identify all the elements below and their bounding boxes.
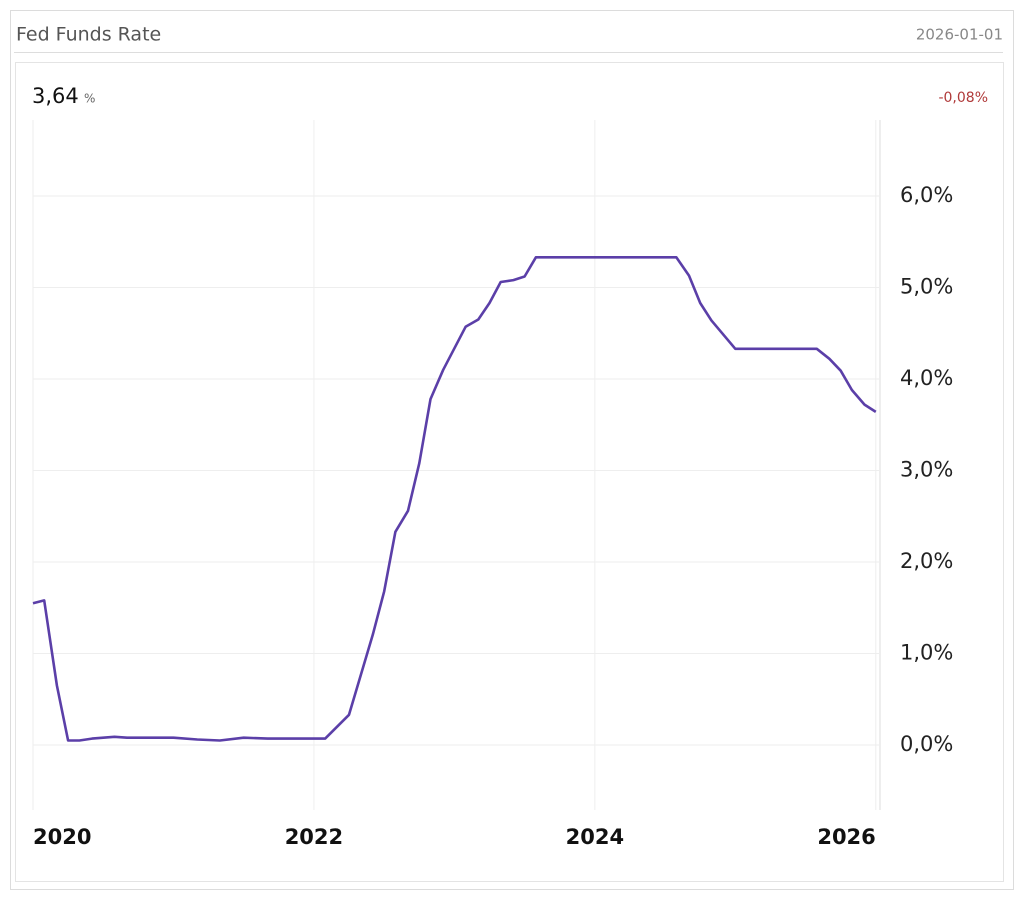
rate-line — [32, 256, 877, 742]
y-tick-label: 1,0% — [900, 641, 953, 665]
y-tick-label: 5,0% — [900, 274, 953, 298]
inner-card — [15, 62, 1004, 882]
x-tick-label: 2024 — [566, 825, 624, 849]
x-tick-label: 2026 — [817, 825, 875, 849]
date: 2026-01-01 — [916, 26, 1003, 44]
y-tick-label: 0,0% — [900, 732, 953, 756]
change: -0,08% — [938, 90, 988, 106]
y-tick-label: 4,0% — [900, 366, 953, 390]
x-tick-label: 2022 — [285, 825, 343, 849]
current-value: 3,64 — [32, 84, 79, 108]
x-tick-label: 2020 — [33, 825, 91, 849]
y-tick-label: 3,0% — [900, 457, 953, 481]
current-unit: % — [84, 92, 95, 106]
y-tick-label: 2,0% — [900, 549, 953, 573]
y-tick-label: 6,0% — [900, 183, 953, 207]
chart-title: Fed Funds Rate — [16, 24, 161, 46]
